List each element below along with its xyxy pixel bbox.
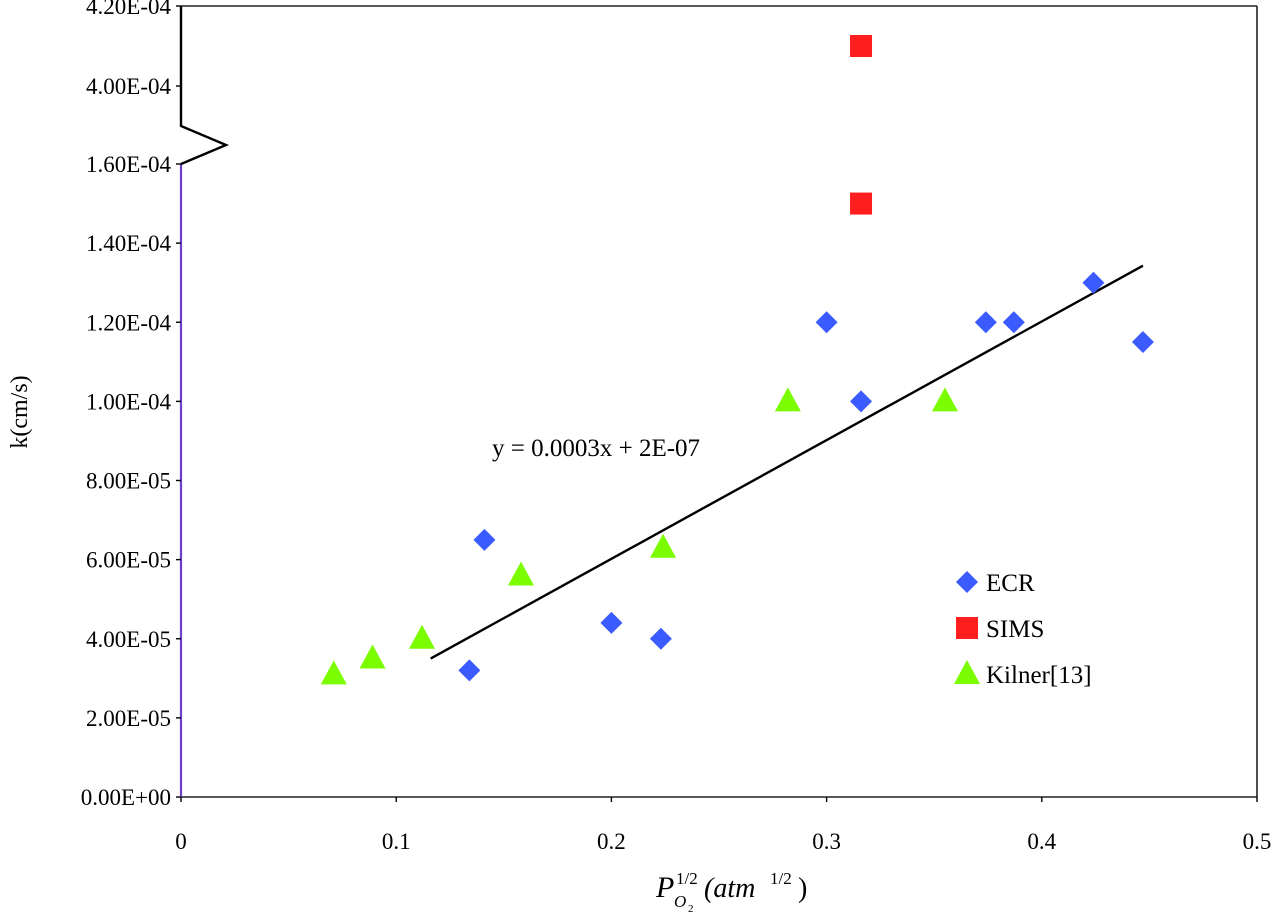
data-point-sims — [850, 35, 873, 57]
legend-marker-ecr — [956, 571, 978, 593]
data-point-ecr — [974, 311, 997, 334]
data-point-kilner-13 — [774, 387, 801, 412]
data-point-kilner-13 — [359, 644, 386, 669]
x-axis-title-base: P — [655, 871, 674, 904]
data-point-sims — [850, 192, 873, 215]
data-point-ecr — [815, 311, 838, 334]
data-point-ecr — [850, 390, 873, 413]
x-axis-title-unit-close: ) — [798, 873, 807, 904]
data-point-kilner-13 — [320, 660, 347, 685]
y-tick-label: 1.20E-04 — [86, 310, 171, 335]
y-tick-label: 1.00E-04 — [86, 389, 171, 414]
legend-label-ecr: ECR — [986, 570, 1035, 597]
x-axis-title-unit: (atm — [704, 873, 755, 904]
data-point-ecr — [649, 627, 672, 650]
y-tick-label: 0.00E+00 — [81, 785, 171, 810]
legend-marker-sims — [956, 617, 978, 639]
x-axis-title: P 1/2 O 2 (atm 1/2 ) — [655, 869, 807, 915]
x-tick-label: 0.3 — [812, 829, 841, 854]
y-axis-title: k(cm/s) — [7, 375, 33, 448]
legend: ECR SIMS Kilner[13] — [954, 570, 1092, 689]
x-axis-title-subscript-2: 2 — [688, 903, 694, 915]
x-axis-title-superscript: 1/2 — [676, 869, 698, 888]
y-tick-label: 1.40E-04 — [86, 231, 171, 256]
data-point-kilner-13 — [650, 533, 677, 558]
data-point-ecr — [1131, 331, 1154, 354]
y-tick-label: 8.00E-05 — [86, 469, 171, 494]
trendline-equation: y = 0.0003x + 2E-07 — [492, 435, 700, 462]
y-tick-label: 6.00E-05 — [86, 548, 171, 573]
data-point-ecr — [1082, 271, 1105, 294]
legend-marker-kilner-13 — [954, 660, 980, 684]
data-point-ecr — [600, 611, 623, 634]
data-point-ecr — [458, 659, 481, 682]
y-tick-label: 4.00E-04 — [86, 74, 171, 99]
data-point-kilner-13 — [931, 387, 958, 412]
x-axis-title-subscript: O — [674, 892, 686, 911]
x-tick-label: 0.2 — [597, 829, 626, 854]
y-tick-label: 2.00E-05 — [86, 706, 171, 731]
x-axis-title-unit-superscript: 1/2 — [770, 869, 792, 888]
legend-label-sims: SIMS — [986, 616, 1044, 643]
data-point-kilner-13 — [409, 624, 436, 649]
legend-label-kilner-13: Kilner[13] — [986, 662, 1092, 689]
data-point-ecr — [473, 528, 496, 551]
y-axis-break — [179, 6, 230, 166]
trendline — [430, 264, 1144, 660]
x-tick-label: 0.5 — [1243, 829, 1272, 854]
y-tick-label: 1.60E-04 — [86, 152, 171, 177]
y-tick-label: 4.00E-05 — [86, 627, 171, 652]
x-tick-label: 0.4 — [1027, 829, 1056, 854]
data-point-kilner-13 — [508, 561, 535, 586]
x-tick-label: 0 — [175, 829, 187, 854]
x-tick-label: 0.1 — [382, 829, 411, 854]
y-tick-label: 4.20E-04 — [86, 0, 171, 19]
data-point-ecr — [1002, 311, 1025, 334]
